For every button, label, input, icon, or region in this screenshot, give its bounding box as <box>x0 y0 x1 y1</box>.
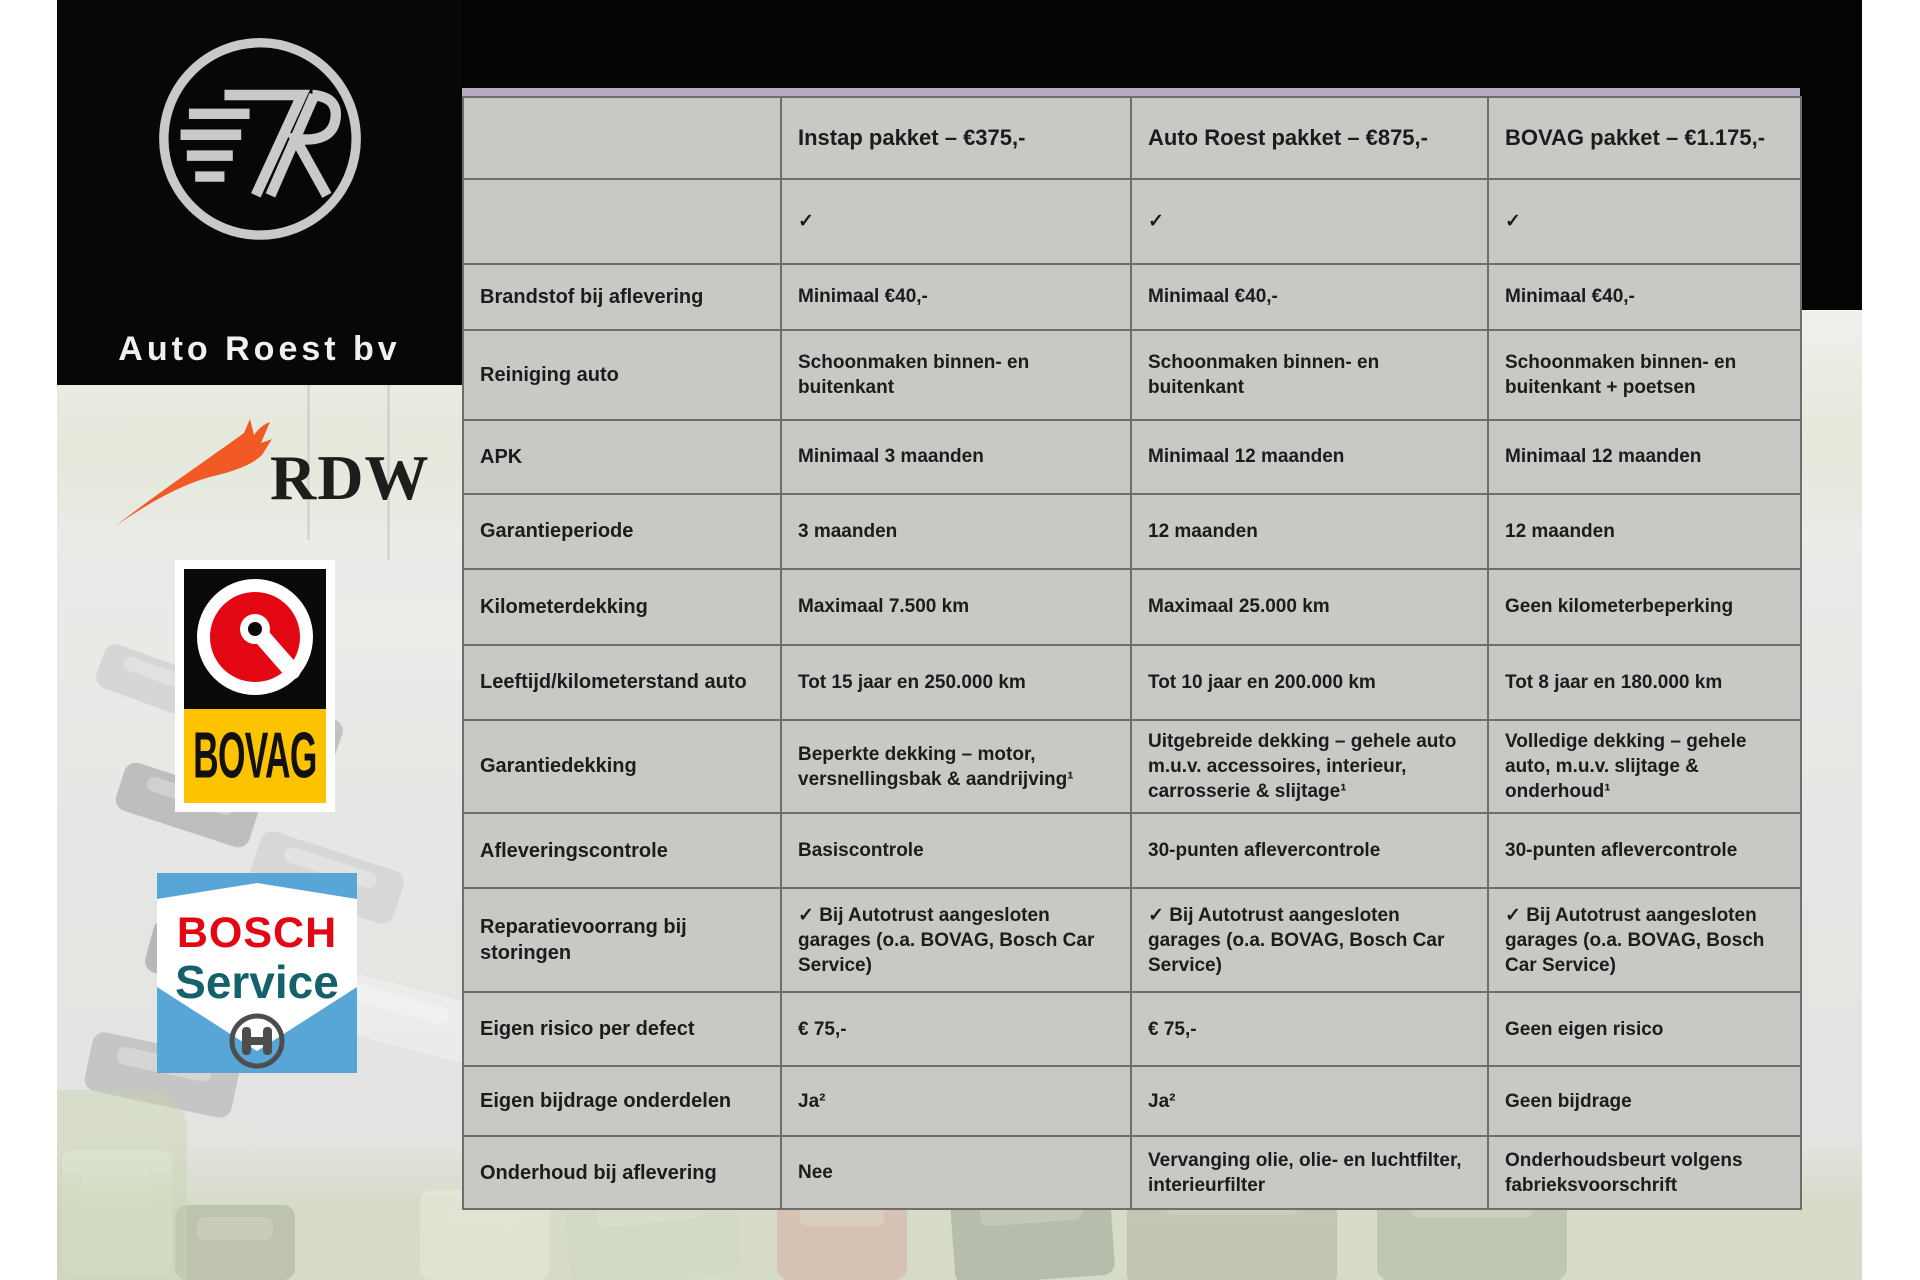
table-cell: Minimaal €40,- <box>1487 263 1802 331</box>
table-cell: Uitgebreide dekking – gehele auto m.u.v.… <box>1130 718 1489 815</box>
table-row: Eigen risico per defect € 75,- € 75,- Ge… <box>462 991 1802 1068</box>
rdw-wing-icon <box>114 419 272 527</box>
table-cell: ✓ <box>780 178 1132 265</box>
table-row: Brandstof bij aflevering Minimaal €40,- … <box>462 263 1802 331</box>
table-cell: Tot 15 jaar en 250.000 km <box>780 644 1132 721</box>
table-cell: 30-punten aflevercontrole <box>1130 812 1489 890</box>
table-cell: ✓ <box>1130 178 1489 265</box>
auto-roest-logo-box: Auto Roest bv <box>57 0 462 385</box>
table-cell: Volledige dekking – gehele auto, m.u.v. … <box>1487 718 1802 815</box>
bovag-logo: BOVAG <box>175 560 335 812</box>
bosch-service-logo: BOSCH Service <box>157 873 357 1073</box>
table-cell: Basiscontrole <box>780 812 1132 890</box>
row-label: Garantiedekking <box>462 718 782 815</box>
bovag-wordmark-band: BOVAG <box>184 709 326 803</box>
bosch-service-wordmark: Service <box>175 956 339 1008</box>
table-cell: Ja² <box>1130 1065 1489 1138</box>
table-cell: Tot 10 jaar en 200.000 km <box>1130 644 1489 721</box>
bosch-wordmark: BOSCH <box>176 909 338 957</box>
table-cell: Vervanging olie, olie- en luchtfilter, i… <box>1130 1135 1489 1211</box>
table-cell: Geen eigen risico <box>1487 991 1802 1068</box>
table-row: Reparatievoorrang bij storingen ✓ Bij Au… <box>462 887 1802 994</box>
auto-roest-7r-logo-icon <box>159 38 361 240</box>
table-cell: ✓ Bij Autotrust aangesloten garages (o.a… <box>1487 887 1802 994</box>
row-label: APK <box>462 419 782 495</box>
table-cell: Minimaal 12 maanden <box>1130 419 1489 495</box>
table-row: Reiniging auto Schoonmaken binnen- en bu… <box>462 329 1802 421</box>
table-cell: € 75,- <box>780 991 1132 1068</box>
row-label: Eigen risico per defect <box>462 991 782 1068</box>
row-label: Kilometerdekking <box>462 568 782 646</box>
table-row: Afleveringscontrole Basiscontrole 30-pun… <box>462 812 1802 890</box>
rdw-wordmark: RDW <box>270 442 430 513</box>
table-cell: Beperkte dekking – motor, versnellingsba… <box>780 718 1132 815</box>
table-cell: 30-punten aflevercontrole <box>1487 812 1802 890</box>
table-cell: Maximaal 25.000 km <box>1130 568 1489 646</box>
row-label: Afleveringscontrole <box>462 812 782 890</box>
table-cell: ✓ Bij Autotrust aangesloten garages (o.a… <box>1130 887 1489 994</box>
package-comparison-table-wrap: Instap pakket – €375,- Auto Roest pakket… <box>462 88 1802 1211</box>
table-cell: Schoonmaken binnen- en buitenkant <box>780 329 1132 421</box>
table-cell: Geen kilometerbeperking <box>1487 568 1802 646</box>
table-header-row: Instap pakket – €375,- Auto Roest pakket… <box>462 96 1802 180</box>
bosch-armature-icon <box>229 1013 285 1069</box>
row-label: Reiniging auto <box>462 329 782 421</box>
table-cell: € 75,- <box>1130 991 1489 1068</box>
table-cell: Minimaal €40,- <box>780 263 1132 331</box>
row-label: Leeftijd/kilometerstand auto <box>462 644 782 721</box>
photo-pole <box>307 330 310 540</box>
package-comparison-table: Instap pakket – €375,- Auto Roest pakket… <box>462 96 1802 1211</box>
table-cell: Schoonmaken binnen- en buitenkant <box>1130 329 1489 421</box>
table-cell: Minimaal €40,- <box>1130 263 1489 331</box>
table-row: ✓ ✓ ✓ <box>462 178 1802 265</box>
table-cell: Schoonmaken binnen- en buitenkant + poet… <box>1487 329 1802 421</box>
dealer-name: Auto Roest bv <box>118 330 401 368</box>
bovag-emblem <box>184 569 326 709</box>
row-label: Reparatievoorrang bij storingen <box>462 887 782 994</box>
rdw-logo: RDW <box>112 415 428 530</box>
row-label: Eigen bijdrage onderdelen <box>462 1065 782 1138</box>
row-label <box>462 178 782 265</box>
table-cell: 12 maanden <box>1487 493 1802 570</box>
table-cell: Maximaal 7.500 km <box>780 568 1132 646</box>
table-cell: 12 maanden <box>1130 493 1489 570</box>
table-cell: Ja² <box>780 1065 1132 1138</box>
table-row: Garantiedekking Beperkte dekking – motor… <box>462 718 1802 815</box>
column-header-bovag-pakket: BOVAG pakket – €1.175,- <box>1487 96 1802 180</box>
column-header-empty <box>462 96 782 180</box>
table-cell: Geen bijdrage <box>1487 1065 1802 1138</box>
table-row: Onderhoud bij aflevering Nee Vervanging … <box>462 1135 1802 1211</box>
column-header-auto-roest-pakket: Auto Roest pakket – €875,- <box>1130 96 1489 180</box>
photo-pole <box>387 350 390 560</box>
bovag-wrench-icon <box>197 579 313 695</box>
table-cell: Minimaal 12 maanden <box>1487 419 1802 495</box>
row-label: Brandstof bij aflevering <box>462 263 782 331</box>
table-row: Leeftijd/kilometerstand auto Tot 15 jaar… <box>462 644 1802 721</box>
table-cell: 3 maanden <box>780 493 1132 570</box>
table-row: APK Minimaal 3 maanden Minimaal 12 maand… <box>462 419 1802 495</box>
table-row: Eigen bijdrage onderdelen Ja² Ja² Geen b… <box>462 1065 1802 1138</box>
column-header-instap-pakket: Instap pakket – €375,- <box>780 96 1132 180</box>
table-cell: Minimaal 3 maanden <box>780 419 1132 495</box>
table-row: Garantieperiode 3 maanden 12 maanden 12 … <box>462 493 1802 570</box>
row-label: Garantieperiode <box>462 493 782 570</box>
table-cell: ✓ Bij Autotrust aangesloten garages (o.a… <box>780 887 1132 994</box>
photo-grass <box>57 1090 187 1280</box>
table-cell: Tot 8 jaar en 180.000 km <box>1487 644 1802 721</box>
bovag-wordmark: BOVAG <box>193 719 317 793</box>
table-cell: Onderhoudsbeurt volgens fabrieksvoorschr… <box>1487 1135 1802 1211</box>
row-label: Onderhoud bij aflevering <box>462 1135 782 1211</box>
table-row: Kilometerdekking Maximaal 7.500 km Maxim… <box>462 568 1802 646</box>
table-cell: Nee <box>780 1135 1132 1211</box>
table-cell: ✓ <box>1487 178 1802 265</box>
